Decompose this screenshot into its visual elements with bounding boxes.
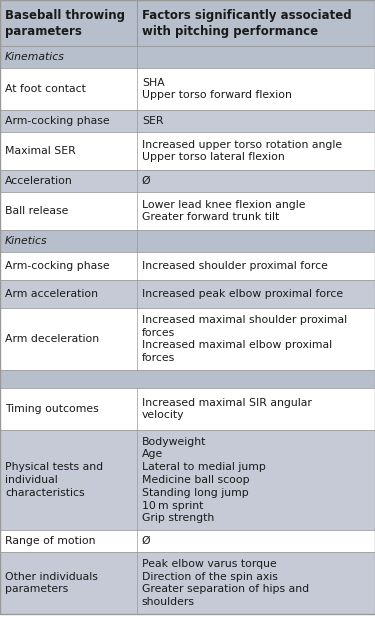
Bar bbox=[0, 388, 375, 430]
Bar bbox=[0, 132, 375, 170]
Text: Kinematics: Kinematics bbox=[5, 52, 65, 62]
Text: Bodyweight
Age
Lateral to medial jump
Medicine ball scoop
Standing long jump
10 : Bodyweight Age Lateral to medial jump Me… bbox=[142, 437, 266, 524]
Text: Increased upper torso rotation angle
Upper torso lateral flexion: Increased upper torso rotation angle Upp… bbox=[142, 139, 342, 162]
Text: At foot contact: At foot contact bbox=[5, 84, 86, 94]
Bar bbox=[0, 46, 375, 68]
Bar bbox=[0, 530, 375, 552]
Text: Physical tests and
individual
characteristics: Physical tests and individual characteri… bbox=[5, 462, 103, 498]
Text: SER: SER bbox=[142, 116, 164, 126]
Text: Arm-cocking phase: Arm-cocking phase bbox=[5, 261, 109, 271]
Text: Ø: Ø bbox=[142, 176, 150, 186]
Text: Kinetics: Kinetics bbox=[5, 236, 48, 246]
Bar bbox=[0, 230, 375, 252]
Bar bbox=[0, 430, 375, 530]
Text: Arm deceleration: Arm deceleration bbox=[5, 334, 99, 344]
Text: Ball release: Ball release bbox=[5, 206, 68, 216]
Bar bbox=[0, 68, 375, 110]
Text: Range of motion: Range of motion bbox=[5, 536, 96, 546]
Text: Factors significantly associated
with pitching performance: Factors significantly associated with pi… bbox=[142, 8, 351, 37]
Text: Timing outcomes: Timing outcomes bbox=[5, 404, 99, 414]
Text: Peak elbow varus torque
Direction of the spin axis
Greater separation of hips an: Peak elbow varus torque Direction of the… bbox=[142, 559, 309, 607]
Text: Increased peak elbow proximal force: Increased peak elbow proximal force bbox=[142, 289, 343, 299]
Text: Ø: Ø bbox=[142, 536, 150, 546]
Text: Arm-cocking phase: Arm-cocking phase bbox=[5, 116, 109, 126]
Bar bbox=[0, 370, 375, 388]
Bar bbox=[0, 0, 375, 46]
Text: Acceleration: Acceleration bbox=[5, 176, 73, 186]
Text: Maximal SER: Maximal SER bbox=[5, 146, 76, 156]
Text: Increased shoulder proximal force: Increased shoulder proximal force bbox=[142, 261, 328, 271]
Text: Other individuals
parameters: Other individuals parameters bbox=[5, 572, 98, 595]
Text: Increased maximal shoulder proximal
forces
Increased maximal elbow proximal
forc: Increased maximal shoulder proximal forc… bbox=[142, 315, 347, 363]
Bar bbox=[0, 308, 375, 370]
Text: Arm acceleration: Arm acceleration bbox=[5, 289, 98, 299]
Text: Lower lead knee flexion angle
Greater forward trunk tilt: Lower lead knee flexion angle Greater fo… bbox=[142, 200, 305, 223]
Text: SHA
Upper torso forward flexion: SHA Upper torso forward flexion bbox=[142, 77, 292, 100]
Bar bbox=[0, 252, 375, 280]
Bar bbox=[0, 552, 375, 614]
Bar bbox=[0, 110, 375, 132]
Bar bbox=[0, 192, 375, 230]
Text: Baseball throwing
parameters: Baseball throwing parameters bbox=[5, 8, 125, 37]
Bar bbox=[0, 170, 375, 192]
Bar bbox=[0, 280, 375, 308]
Text: Increased maximal SIR angular
velocity: Increased maximal SIR angular velocity bbox=[142, 398, 312, 420]
